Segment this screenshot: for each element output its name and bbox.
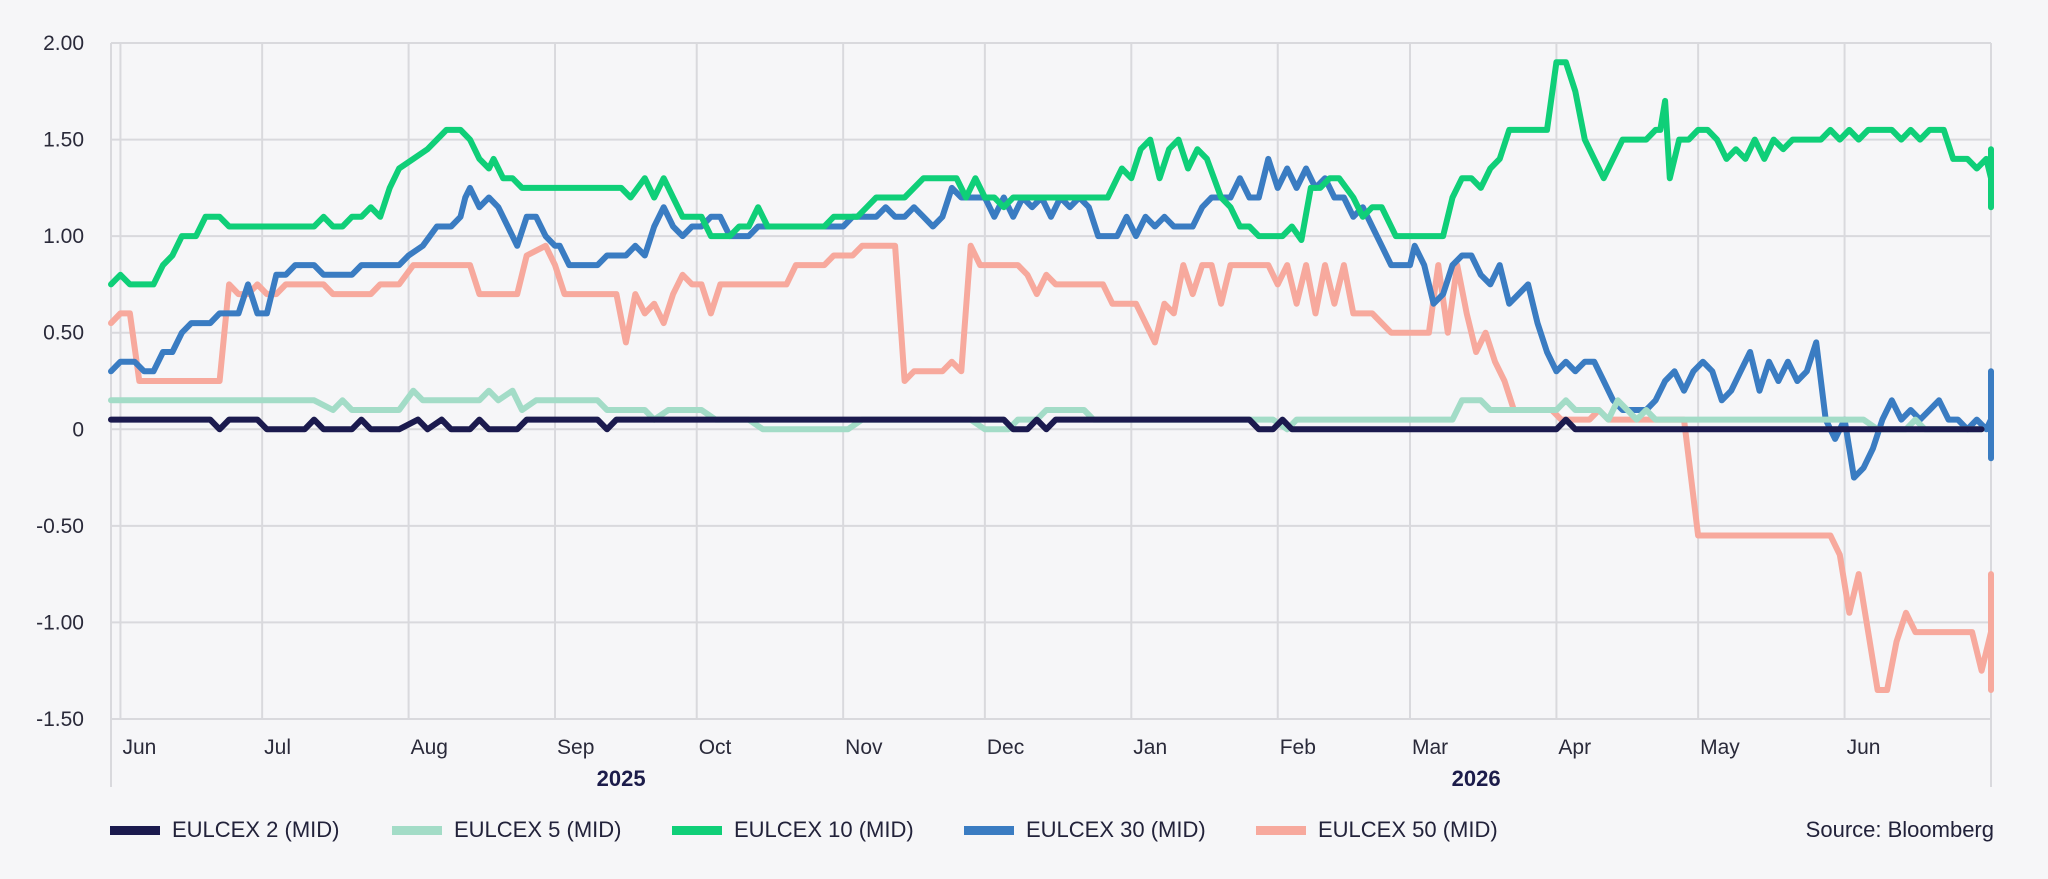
y-tick-label: -1.00 xyxy=(36,611,84,634)
legend-item: EULCEX 50 (MID) xyxy=(1256,812,1498,848)
x-tick-label: Nov xyxy=(845,736,883,759)
x-year-label: 2026 xyxy=(1452,766,1501,791)
legend-swatch xyxy=(392,825,442,835)
legend-swatch xyxy=(964,825,1014,835)
x-tick-label: Aug xyxy=(411,736,448,759)
source-note: Source: Bloomberg xyxy=(1805,817,1994,842)
series-line xyxy=(108,387,1985,433)
x-year-label: 2025 xyxy=(597,766,646,791)
legend-item: EULCEX 5 (MID) xyxy=(392,812,621,848)
x-tick-label: Jun xyxy=(122,736,156,759)
x-tick-label: Jun xyxy=(1847,736,1881,759)
legend-label: EULCEX 10 (MID) xyxy=(734,817,914,842)
y-tick-label: -0.50 xyxy=(36,515,84,538)
series-line xyxy=(108,59,1994,288)
legend-swatch xyxy=(672,825,722,835)
x-tick-label: Feb xyxy=(1280,736,1316,759)
x-tick-label: Oct xyxy=(699,736,732,759)
chart-legend: EULCEX 2 (MID) EULCEX 5 (MID) EULCEX 10 … xyxy=(110,812,1994,848)
x-tick-label: Sep xyxy=(557,736,594,759)
legend-label: EULCEX 30 (MID) xyxy=(1026,817,1206,842)
legend-label: EULCEX 50 (MID) xyxy=(1318,817,1498,842)
x-tick-label: Dec xyxy=(987,736,1024,759)
x-tick-label: May xyxy=(1700,736,1740,759)
series-line xyxy=(108,155,1994,481)
y-tick-label: -1.50 xyxy=(36,708,84,731)
legend-label: EULCEX 5 (MID) xyxy=(454,817,622,842)
legend-swatch xyxy=(110,825,160,835)
x-axis: Jun Jul Aug Sep Oct Nov Dec Jan Feb Mar Apr May Jun 2… xyxy=(122,736,1880,791)
x-tick-label: Mar xyxy=(1412,736,1448,759)
legend-item: EULCEX 10 (MID) xyxy=(672,812,914,848)
y-tick-label: 0.50 xyxy=(43,322,84,345)
legend-swatch xyxy=(1256,825,1306,835)
legend-item: EULCEX 2 (MID) xyxy=(110,812,339,848)
legend-item: EULCEX 30 (MID) xyxy=(964,812,1206,848)
y-axis: 2.00 1.50 1.00 0.50 0 -0.50 -1.00 -1.50 xyxy=(36,32,84,731)
y-tick-label: 2.00 xyxy=(43,32,84,55)
x-tick-label: Apr xyxy=(1558,736,1591,759)
x-tick-label: Jul xyxy=(264,736,291,759)
series-line xyxy=(108,242,1994,693)
legend-label: EULCEX 2 (MID) xyxy=(172,817,340,842)
series-lines xyxy=(108,59,1994,693)
y-tick-label: 1.00 xyxy=(43,225,84,248)
chart-grid xyxy=(110,42,1992,787)
y-tick-label: 1.50 xyxy=(43,129,84,152)
y-tick-label: 0 xyxy=(72,418,84,441)
series-line xyxy=(108,416,1985,433)
x-tick-label: Jan xyxy=(1133,736,1167,759)
